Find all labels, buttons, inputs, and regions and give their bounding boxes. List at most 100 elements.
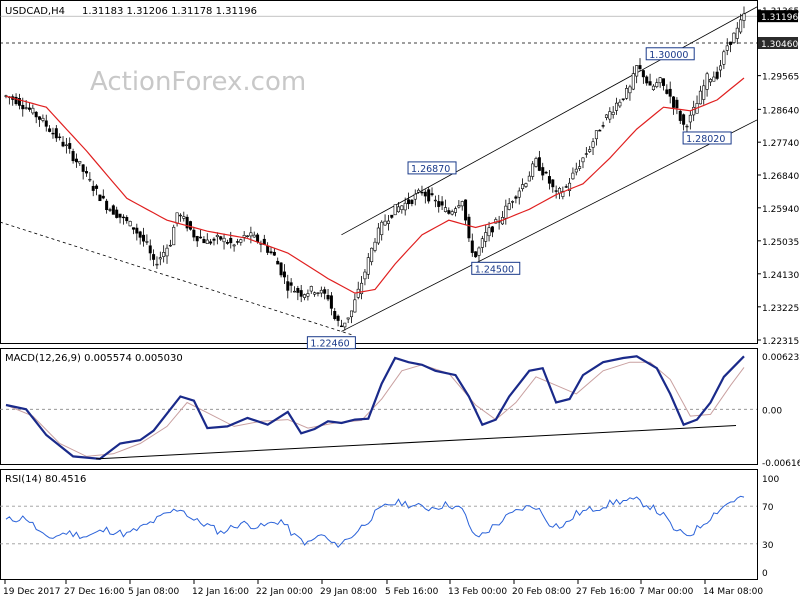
- candle-body: [178, 214, 182, 217]
- candle-body: [209, 241, 213, 244]
- candle-body: [189, 221, 193, 230]
- candle-body: [91, 185, 95, 191]
- x-tick-label: 12 Jan 16:00: [192, 587, 249, 597]
- candle-body: [105, 200, 109, 211]
- candle-body: [678, 110, 682, 121]
- candle-body: [568, 182, 572, 191]
- price-y-tick-label: 1.25035: [762, 238, 799, 248]
- candle-body: [551, 179, 555, 188]
- candle-body: [121, 216, 125, 219]
- candle-body: [708, 79, 712, 83]
- candle-body: [360, 282, 364, 295]
- candle-body: [296, 288, 300, 293]
- candle-body: [279, 262, 283, 276]
- candle-body: [719, 65, 723, 71]
- candle-body: [417, 189, 421, 193]
- candle-body: [249, 232, 253, 237]
- x-tick-label: 20 Feb 08:00: [512, 587, 571, 597]
- candle-body: [675, 99, 679, 109]
- candle-body: [427, 189, 431, 202]
- candle-body: [215, 234, 219, 238]
- candle-body: [88, 178, 92, 181]
- candle-body: [645, 76, 649, 84]
- candle-body: [511, 201, 515, 203]
- watermark: ActionForex.com: [90, 67, 306, 97]
- candle-body: [21, 104, 25, 110]
- price-annotation-box: [645, 47, 695, 61]
- candle-body: [574, 168, 578, 173]
- candle-body: [588, 149, 592, 152]
- candle-body: [14, 96, 18, 105]
- candle-body: [386, 220, 390, 224]
- candle-body: [54, 128, 58, 139]
- channel-lower-line: [341, 119, 758, 332]
- candle-body: [527, 175, 531, 182]
- macd-y-tick-label: 0.00: [762, 406, 782, 416]
- candle-body: [658, 77, 662, 84]
- candle-body: [232, 244, 236, 247]
- candle-body: [400, 205, 404, 210]
- candle-body: [611, 111, 615, 115]
- candle-body: [138, 231, 142, 238]
- price-y-tick-label: 1.29565: [762, 73, 799, 83]
- candle-body: [85, 171, 89, 174]
- candle-body: [98, 194, 102, 202]
- x-tick-label: 5 Jan 08:00: [128, 587, 180, 597]
- candle-body: [460, 201, 464, 207]
- candle-body: [739, 19, 743, 33]
- candle-body: [631, 73, 635, 90]
- candle-body: [433, 199, 437, 202]
- candle-body: [165, 247, 169, 257]
- price-annotation-label: 1.30000: [649, 50, 688, 61]
- candle-body: [41, 117, 45, 121]
- candle-body: [554, 190, 558, 192]
- candle-body: [521, 184, 525, 190]
- candle-body: [326, 294, 330, 300]
- candle-body: [64, 144, 68, 147]
- candle-body: [413, 193, 417, 200]
- price-annotation-label: 1.24500: [475, 264, 514, 275]
- candle-body: [81, 164, 85, 172]
- candle-body: [584, 153, 588, 155]
- candle-body: [142, 234, 146, 242]
- candle-body: [504, 205, 508, 219]
- candle-body: [366, 257, 370, 275]
- candle-body: [145, 241, 149, 243]
- candle-body: [531, 163, 535, 177]
- rsi-line: [5, 495, 745, 549]
- channel-upper-line: [341, 6, 758, 236]
- candle-body: [685, 125, 689, 128]
- candle-body: [101, 195, 105, 199]
- candle-body: [168, 244, 172, 247]
- candle-body: [212, 238, 216, 241]
- candle-body: [24, 107, 28, 109]
- candle-body: [155, 263, 159, 266]
- candle-body: [58, 136, 62, 139]
- candle-body: [135, 227, 139, 234]
- candle-body: [688, 114, 692, 123]
- candle-body: [450, 211, 454, 215]
- candle-body: [115, 209, 119, 218]
- candle-body: [665, 89, 669, 94]
- price-y-tick-label: 1.23225: [762, 304, 799, 314]
- candle-body: [229, 237, 233, 244]
- price-annotation-label: 1.26870: [411, 164, 450, 175]
- candle-body: [396, 206, 400, 213]
- candle-body: [68, 143, 72, 149]
- candle-body: [601, 125, 605, 127]
- x-tick-label: 5 Feb 16:00: [385, 587, 439, 597]
- candle-body: [172, 226, 176, 246]
- candle-body: [725, 45, 729, 51]
- candle-body: [705, 73, 709, 90]
- candle-body: [225, 242, 229, 244]
- candle-body: [561, 190, 565, 197]
- candle-body: [303, 294, 307, 298]
- candle-body: [407, 199, 411, 205]
- candle-body: [437, 201, 441, 207]
- rsi-y-tick-label: 100: [762, 475, 779, 485]
- moving-average-line: [5, 77, 745, 294]
- candle-body: [648, 81, 652, 86]
- candle-body: [380, 221, 384, 236]
- candle-body: [464, 199, 468, 221]
- candle-body: [702, 85, 706, 100]
